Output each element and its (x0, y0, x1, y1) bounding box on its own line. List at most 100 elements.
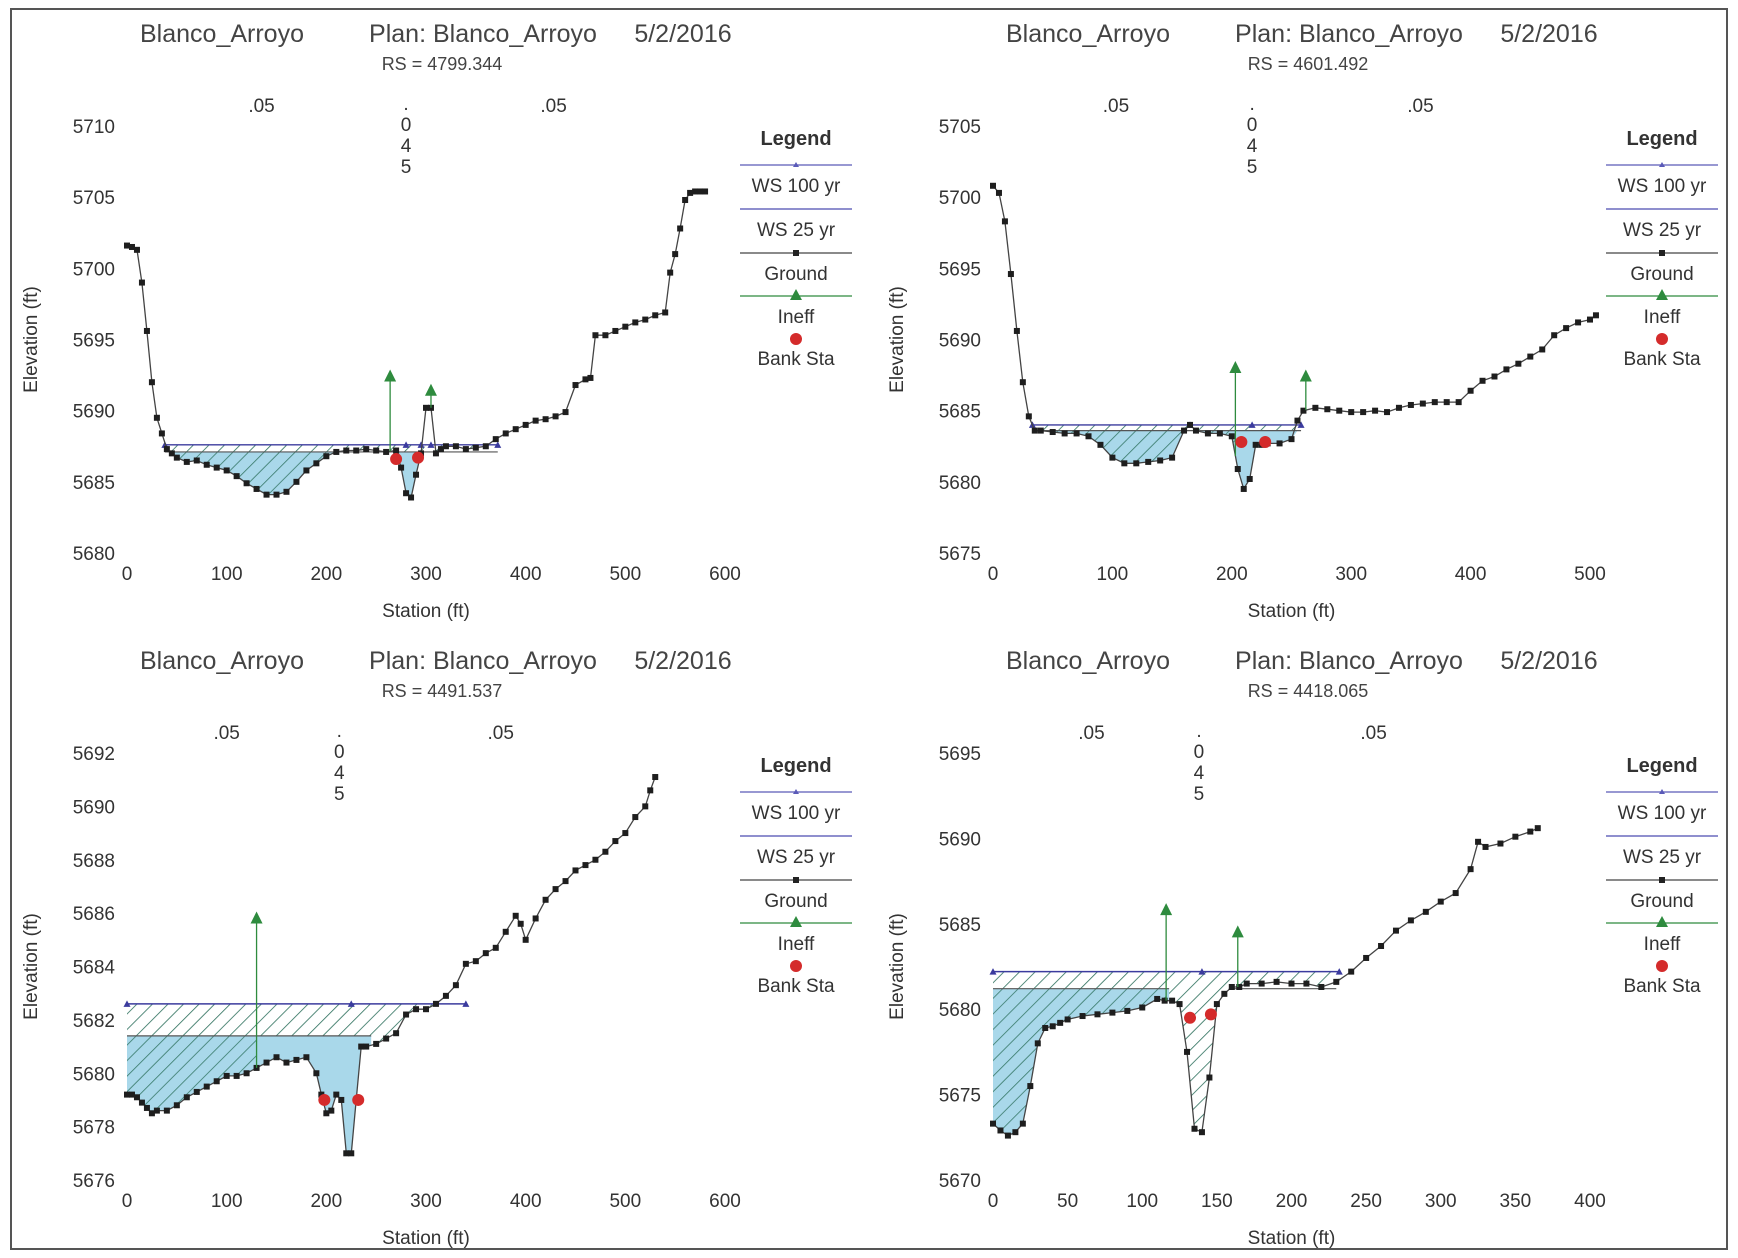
ground-point (318, 1091, 325, 1098)
ground-point (542, 416, 549, 423)
ground-point (273, 491, 280, 498)
y-tick-label: 5685 (939, 915, 981, 936)
x-tick-label: 600 (709, 1191, 741, 1212)
ground-point (442, 443, 449, 450)
ground-point (1512, 833, 1519, 840)
y-tick-label: 5680 (939, 473, 981, 494)
ground-point (133, 1094, 140, 1101)
legend-entry-label: WS 25 yr (1623, 220, 1702, 241)
ground-point (672, 251, 679, 258)
ground-point (1204, 430, 1211, 437)
legend-title: Legend (760, 128, 831, 150)
x-tick-label: 150 (1201, 1191, 1233, 1212)
ground-point (677, 225, 684, 232)
x-tick-label: 200 (310, 564, 342, 585)
x-tick-label: 500 (1574, 564, 1606, 585)
ground-point (622, 323, 629, 330)
ground-point (562, 878, 569, 885)
ground-point (1013, 327, 1020, 334)
ground-point (492, 944, 499, 951)
ground-point (1007, 271, 1014, 278)
manning-n-label: 0 (1194, 742, 1205, 763)
ground-point (323, 453, 330, 460)
ground-point (1139, 1004, 1146, 1011)
legend-marker (790, 333, 802, 345)
ground-point (193, 457, 200, 464)
chart-date-label: 5/2/2016 (634, 647, 731, 675)
ground-point (124, 1091, 130, 1098)
ground-point (223, 467, 230, 474)
x-tick-label: 350 (1500, 1191, 1532, 1212)
ground-point (532, 915, 539, 922)
x-tick-label: 200 (310, 1191, 342, 1212)
ground-point (1161, 997, 1168, 1004)
ground-point (1109, 1009, 1116, 1016)
ground-point (1228, 433, 1235, 440)
ground-point (452, 443, 459, 450)
legend-entry-label: Ineff (1644, 934, 1681, 955)
chart-panel-1: Blanco_Arroyo Plan: Blanco_Arroyo 5/2/2016… (21, 20, 852, 622)
y-tick-label: 5682 (73, 1011, 115, 1032)
manning-n-label: 4 (1247, 136, 1258, 157)
y-tick-label: 5705 (939, 117, 981, 138)
ground-point (293, 1056, 300, 1063)
legend-marker (1659, 162, 1665, 167)
ground-point (393, 1030, 400, 1037)
legend-entry-label: WS 100 yr (1618, 803, 1707, 824)
y-tick-label: 5688 (73, 851, 115, 872)
manning-n-label: . (337, 721, 342, 742)
ground-point (1042, 1024, 1049, 1031)
ground-point (702, 188, 709, 195)
ground-point (1422, 908, 1429, 915)
ground-point (1034, 1040, 1041, 1047)
ground-point (1012, 1129, 1019, 1136)
ground-point (173, 1102, 180, 1109)
ground-point (462, 960, 469, 967)
bank-station-marker (352, 1093, 365, 1106)
legend-marker (1659, 250, 1665, 256)
legend-entry-label: Ineff (778, 307, 815, 328)
bank-station-marker (318, 1093, 331, 1106)
ground-point (1258, 980, 1265, 987)
chart-project-label: Blanco_Arroyo (140, 20, 304, 48)
ground-point (482, 443, 489, 450)
ground-point (632, 319, 639, 326)
chart-plan-label: Plan: Blanco_Arroyo (369, 20, 597, 48)
ground-point (1384, 409, 1391, 416)
manning-n-label: 0 (334, 742, 345, 763)
ground-point (1324, 406, 1331, 413)
ground-point (393, 447, 400, 454)
chart-date-label: 5/2/2016 (1500, 20, 1597, 48)
ground-point (472, 444, 479, 451)
legend-entry-label: Ground (1630, 891, 1693, 912)
ground-point (1133, 460, 1140, 467)
ground-point (423, 1006, 429, 1013)
ground-point (990, 1120, 996, 1127)
manning-n-label: .05 (1103, 96, 1129, 117)
ground-point (1079, 1013, 1086, 1020)
ground-point (662, 309, 669, 316)
manning-n-label: .05 (248, 96, 274, 117)
ground-point (333, 448, 340, 455)
ground-point (303, 467, 310, 474)
ineff-marker (1231, 925, 1244, 938)
x-axis-label: Station (ft) (382, 601, 470, 622)
ground-point (1372, 407, 1379, 414)
ground-point (168, 450, 175, 457)
ground-point (572, 867, 579, 874)
ground-point (1061, 430, 1068, 437)
ground-point (313, 1070, 320, 1077)
manning-n-label: 5 (334, 784, 345, 805)
ineff-marker (1299, 369, 1312, 382)
ground-point (1057, 1019, 1064, 1026)
ground-point (373, 1040, 380, 1047)
ground-point (1037, 427, 1044, 434)
y-tick-label: 5690 (73, 797, 115, 818)
ground-point (283, 488, 290, 495)
y-tick-label: 5680 (73, 544, 115, 565)
ground-point (1085, 433, 1092, 440)
ground-point (642, 316, 649, 323)
ground-point (353, 447, 360, 454)
ground-point (193, 1088, 200, 1095)
ws100-marker (427, 441, 435, 448)
